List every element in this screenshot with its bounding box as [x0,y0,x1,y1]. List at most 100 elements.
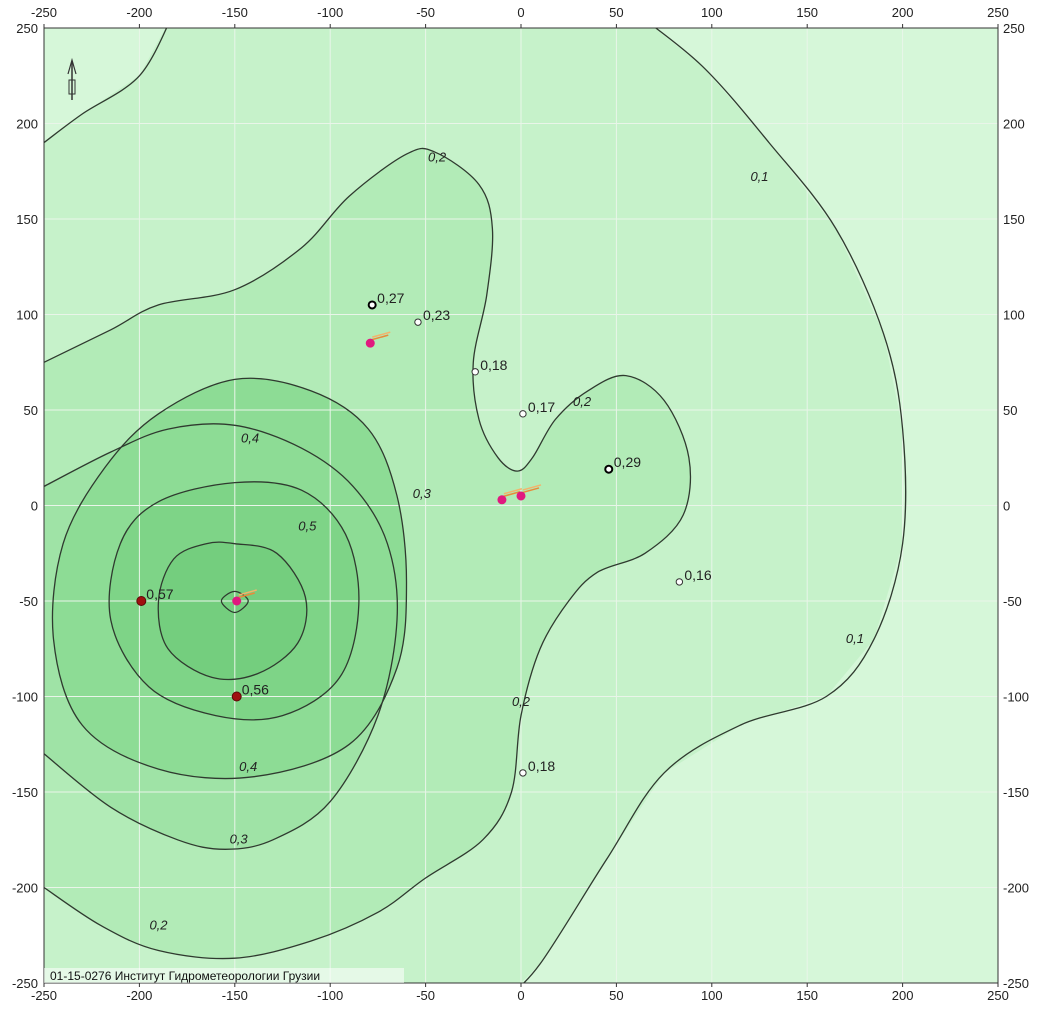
y-tick-left: -50 [19,594,38,609]
point-value-label: 0,57 [146,586,173,602]
y-tick-left: 200 [16,117,38,132]
y-tick-left: -250 [12,976,38,991]
x-tick-top: 150 [796,5,818,20]
contour-0-4 [51,377,408,780]
y-tick-right: -200 [1003,881,1029,896]
measurement-point [519,769,527,777]
x-tick-top: -250 [31,5,57,20]
axis-ticks: -250 -250 -200 -200 -150 -150 -100 -100 -50 -50 0 0… [12,5,1029,1003]
y-tick-left: 0 [31,499,38,514]
source-plume [370,334,389,341]
x-tick-top: -200 [126,5,152,20]
source-plume [503,488,523,495]
y-tick-right: 150 [1003,212,1025,227]
contour-0-1 [522,28,907,983]
x-tick-bottom: 200 [892,988,914,1003]
x-tick-top: -50 [416,5,435,20]
institute-footer: 01-15-0276 Институт Гидрометеорологии Гр… [50,969,320,983]
y-tick-left: 150 [16,212,38,227]
x-tick-top: 250 [987,5,1009,20]
point-value-label: 0,18 [480,357,507,373]
contour-0-55 [157,541,308,681]
contour-labels: 0,1 0,1 0,2 0,2 0,2 0,2 0,3 0,3 0,4 0,4 0,5 [149,150,863,933]
source-plume [520,487,540,494]
x-tick-top: 50 [609,5,623,20]
measurement-point [604,464,614,474]
point-value-label: 0,27 [377,290,404,306]
measurement-point [519,410,527,418]
contour-label: 0,4 [241,430,259,445]
y-tick-left: 250 [16,21,38,36]
north-arrow-icon [67,57,77,100]
contour-lines [44,28,907,983]
measurement-point [414,318,422,326]
y-tick-left: -150 [12,785,38,800]
contour-0-1-corner [44,28,168,144]
contour-label: 0,2 [149,918,168,933]
contour-label: 0,3 [230,832,249,847]
point-value-label: 0,29 [614,454,641,470]
x-tick-bottom: 50 [609,988,623,1003]
source-plume [372,331,391,338]
contour-label: 0,2 [512,694,531,709]
y-tick-right: -250 [1003,976,1029,991]
contour-0-3 [44,423,398,850]
measurement-point [231,691,242,702]
point-value-label: 0,23 [423,307,450,323]
x-tick-bottom: -50 [416,988,435,1003]
x-tick-top: 100 [701,5,723,20]
contour-label: 0,5 [298,518,317,533]
contour-0-5 [108,481,360,721]
y-tick-right: 0 [1003,499,1010,514]
contour-label: 0,3 [413,486,432,501]
y-tick-right: -150 [1003,785,1029,800]
x-tick-bottom: -200 [126,988,152,1003]
source-plume [501,491,521,498]
contour-label: 0,1 [750,169,768,184]
y-tick-right: 50 [1003,403,1017,418]
y-tick-right: 100 [1003,308,1025,323]
y-tick-left: 100 [16,308,38,323]
x-tick-bottom: 100 [701,988,723,1003]
contour-0-2 [44,147,692,960]
y-tick-right: 200 [1003,117,1025,132]
measurement-point [471,368,479,376]
measurement-point [136,596,147,606]
source-plume [238,589,257,596]
measurement-points: 0,27 0,23 0,18 0,17 0,29 0,16 0,18 0,57 0,56 [136,290,712,777]
x-tick-top: -100 [317,5,343,20]
y-tick-left: -200 [12,881,38,896]
x-tick-top: 0 [517,5,524,20]
emission-source [497,495,507,505]
measurement-point [367,300,377,310]
point-value-label: 0,56 [242,682,269,698]
x-tick-bottom: -100 [317,988,343,1003]
point-value-label: 0,18 [528,758,555,774]
x-tick-bottom: 250 [987,988,1009,1003]
contour-label: 0,2 [573,394,592,409]
x-tick-top: 200 [892,5,914,20]
x-tick-bottom: 150 [796,988,818,1003]
emission-source [516,491,526,501]
source-plume [236,592,255,599]
contour-label: 0,2 [428,150,447,165]
y-tick-right: -100 [1003,690,1029,705]
contour-label: 0,4 [239,759,257,774]
x-tick-top: -150 [222,5,248,20]
contour-center [220,590,249,614]
x-tick-bottom: -150 [222,988,248,1003]
x-tick-bottom: 0 [517,988,524,1003]
contour-label: 0,1 [846,631,864,646]
emission-source [365,338,375,348]
y-tick-right: -50 [1003,594,1022,609]
y-tick-left: -100 [12,690,38,705]
emission-source [232,596,242,606]
measurement-point [675,578,684,586]
emission-sources [232,331,542,606]
source-plume [522,484,542,491]
fill-level-0-55 [158,542,307,680]
footer-background [44,968,404,983]
point-value-label: 0,16 [684,567,711,583]
y-tick-left: 50 [24,403,38,418]
